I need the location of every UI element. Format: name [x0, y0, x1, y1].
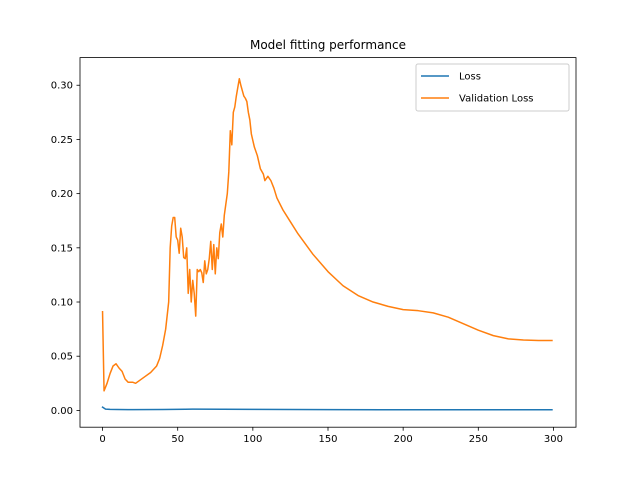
y-tick-label: 0.25 — [51, 135, 73, 146]
series-line-loss — [101, 406, 553, 411]
legend-label-validation-loss: Validation Loss — [459, 94, 534, 105]
y-tick-label: 0.05 — [51, 352, 73, 363]
y-axis: 0.00 0.05 0.10 0.15 0.20 0.25 0.30 — [51, 81, 80, 417]
legend: Loss Validation Loss — [415, 63, 570, 112]
series-layer — [101, 77, 553, 411]
x-tick-label: 0 — [99, 434, 105, 445]
x-tick-label: 250 — [469, 434, 488, 445]
y-tick-label: 0.15 — [51, 243, 73, 254]
x-axis: 0 50 100 150 200 250 300 — [99, 427, 563, 445]
x-tick-label: 50 — [171, 434, 184, 445]
x-tick-label: 300 — [544, 434, 563, 445]
plot-area: 0 50 100 150 200 250 300 0.000.050.100.150.200… — [51, 57, 577, 445]
y-tick-label: 0.10 — [51, 298, 73, 309]
chart-title: Model fitting performance — [250, 38, 406, 52]
y-tick-label: 0.00 — [51, 406, 73, 417]
y-tick-label: 0.30 — [51, 81, 73, 92]
x-tick-label: 200 — [394, 434, 413, 445]
series-line-validation-loss — [101, 77, 553, 392]
x-tick-label: 100 — [243, 434, 262, 445]
y-tick-label: 0.20 — [51, 189, 73, 200]
legend-label-loss: Loss — [459, 72, 481, 83]
legend-box — [415, 63, 570, 112]
x-tick-label: 150 — [318, 434, 337, 445]
